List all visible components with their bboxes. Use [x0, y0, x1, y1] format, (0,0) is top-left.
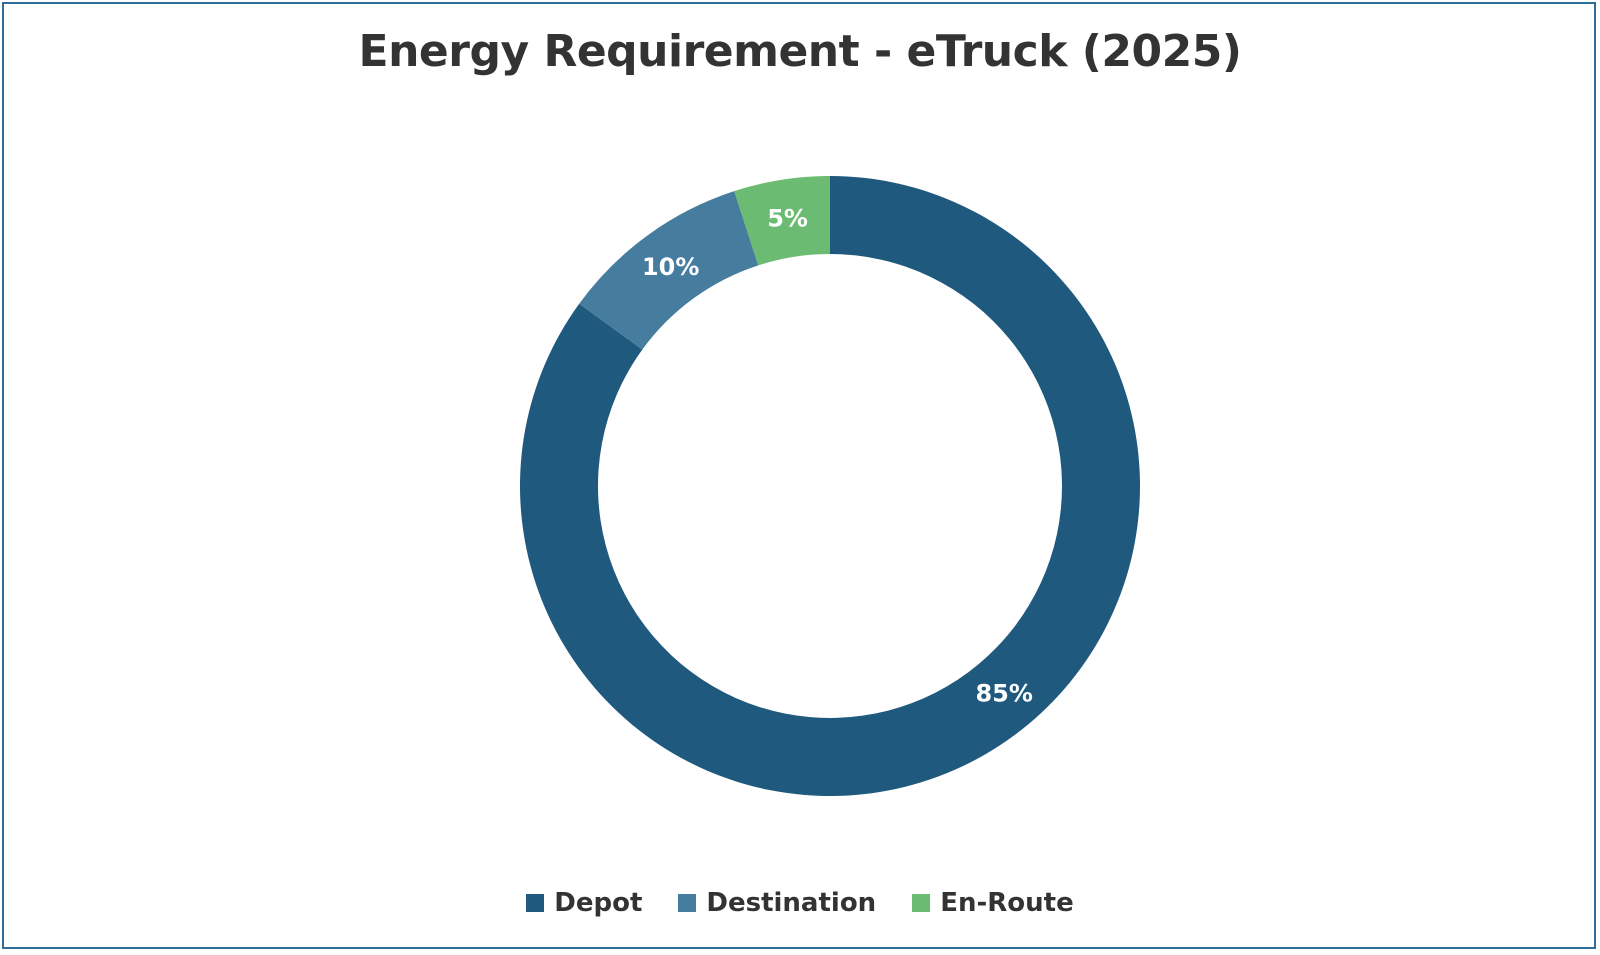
data-label-destination: 10% — [642, 253, 699, 281]
slice-en-route — [734, 176, 830, 266]
chart-title: Energy Requirement - eTruck (2025) — [358, 26, 1242, 77]
legend-item-depot: Depot — [526, 888, 642, 918]
legend-label: En-Route — [940, 888, 1074, 918]
legend: Depot Destination En-Route — [0, 888, 1600, 918]
data-label-en-route: 5% — [767, 204, 808, 232]
data-label-depot: 85% — [975, 680, 1032, 708]
slice-destination — [579, 191, 759, 350]
legend-swatch — [526, 894, 545, 912]
legend-label: Depot — [554, 888, 643, 918]
legend-label: Destination — [706, 888, 877, 918]
legend-swatch — [912, 894, 931, 912]
legend-item-destination: Destination — [678, 888, 876, 918]
legend-item-en-route: En-Route — [912, 888, 1074, 918]
legend-swatch — [678, 894, 697, 912]
